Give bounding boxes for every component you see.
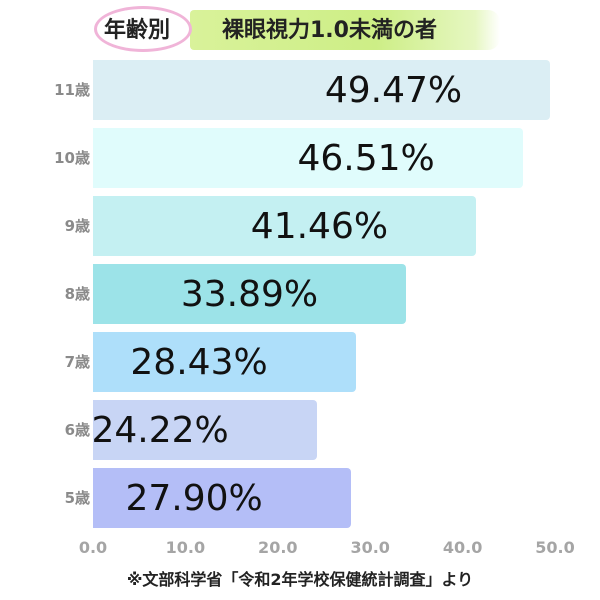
bar-row: 8歳 33.89% [0, 264, 600, 324]
x-tick: 10.0 [165, 538, 206, 557]
bar [93, 468, 351, 528]
bar-value-label: 28.43% [130, 342, 268, 383]
source-note: ※文部科学省「令和2年学校保健統計調査」より [126, 570, 474, 589]
bar [93, 128, 523, 188]
bar-value-label: 46.51% [297, 138, 435, 179]
age-group-tag: 年齢別 [104, 18, 171, 43]
bar [93, 332, 356, 392]
category-label: 8歳 [64, 285, 90, 303]
title-banner [190, 10, 500, 50]
bar-value-label: 49.47% [324, 70, 463, 111]
bar-row: 9歳 41.46% [0, 196, 600, 256]
x-tick: 50.0 [535, 538, 575, 557]
bar-value-label: 27.90% [125, 478, 263, 519]
tag-circle-outline [94, 6, 192, 52]
x-tick: 20.0 [258, 538, 298, 557]
bar-row: 6歳 24.22% [0, 400, 600, 460]
x-tick: 30.0 [350, 538, 390, 557]
category-label: 6歳 [64, 421, 90, 439]
category-label: 11歳 [54, 81, 90, 99]
bar [93, 60, 551, 120]
x-tick: 0.0 [78, 538, 108, 557]
x-tick: 40.0 [442, 538, 483, 557]
bar-row: 5歳 27.90% [0, 468, 600, 528]
bar [93, 400, 317, 460]
bar-row: 7歳 28.43% [0, 332, 600, 392]
x-axis: 0.0 10.0 20.0 30.0 40.0 50.0 [0, 538, 600, 562]
bar-row: 11歳 49.47% [0, 60, 600, 120]
bar [93, 196, 477, 256]
bar-row: 10歳 46.51% [0, 128, 600, 188]
category-label: 7歳 [64, 353, 90, 371]
bar-value-label: 24.22% [91, 410, 229, 451]
chart-title: 裸眼視力1.0未満の者 [222, 18, 437, 43]
bar [93, 264, 407, 324]
bar-value-label: 41.46% [250, 206, 389, 247]
category-label: 10歳 [54, 149, 90, 167]
category-label: 9歳 [64, 217, 90, 235]
category-label: 5歳 [64, 489, 90, 507]
bar-value-label: 33.89% [180, 274, 319, 315]
